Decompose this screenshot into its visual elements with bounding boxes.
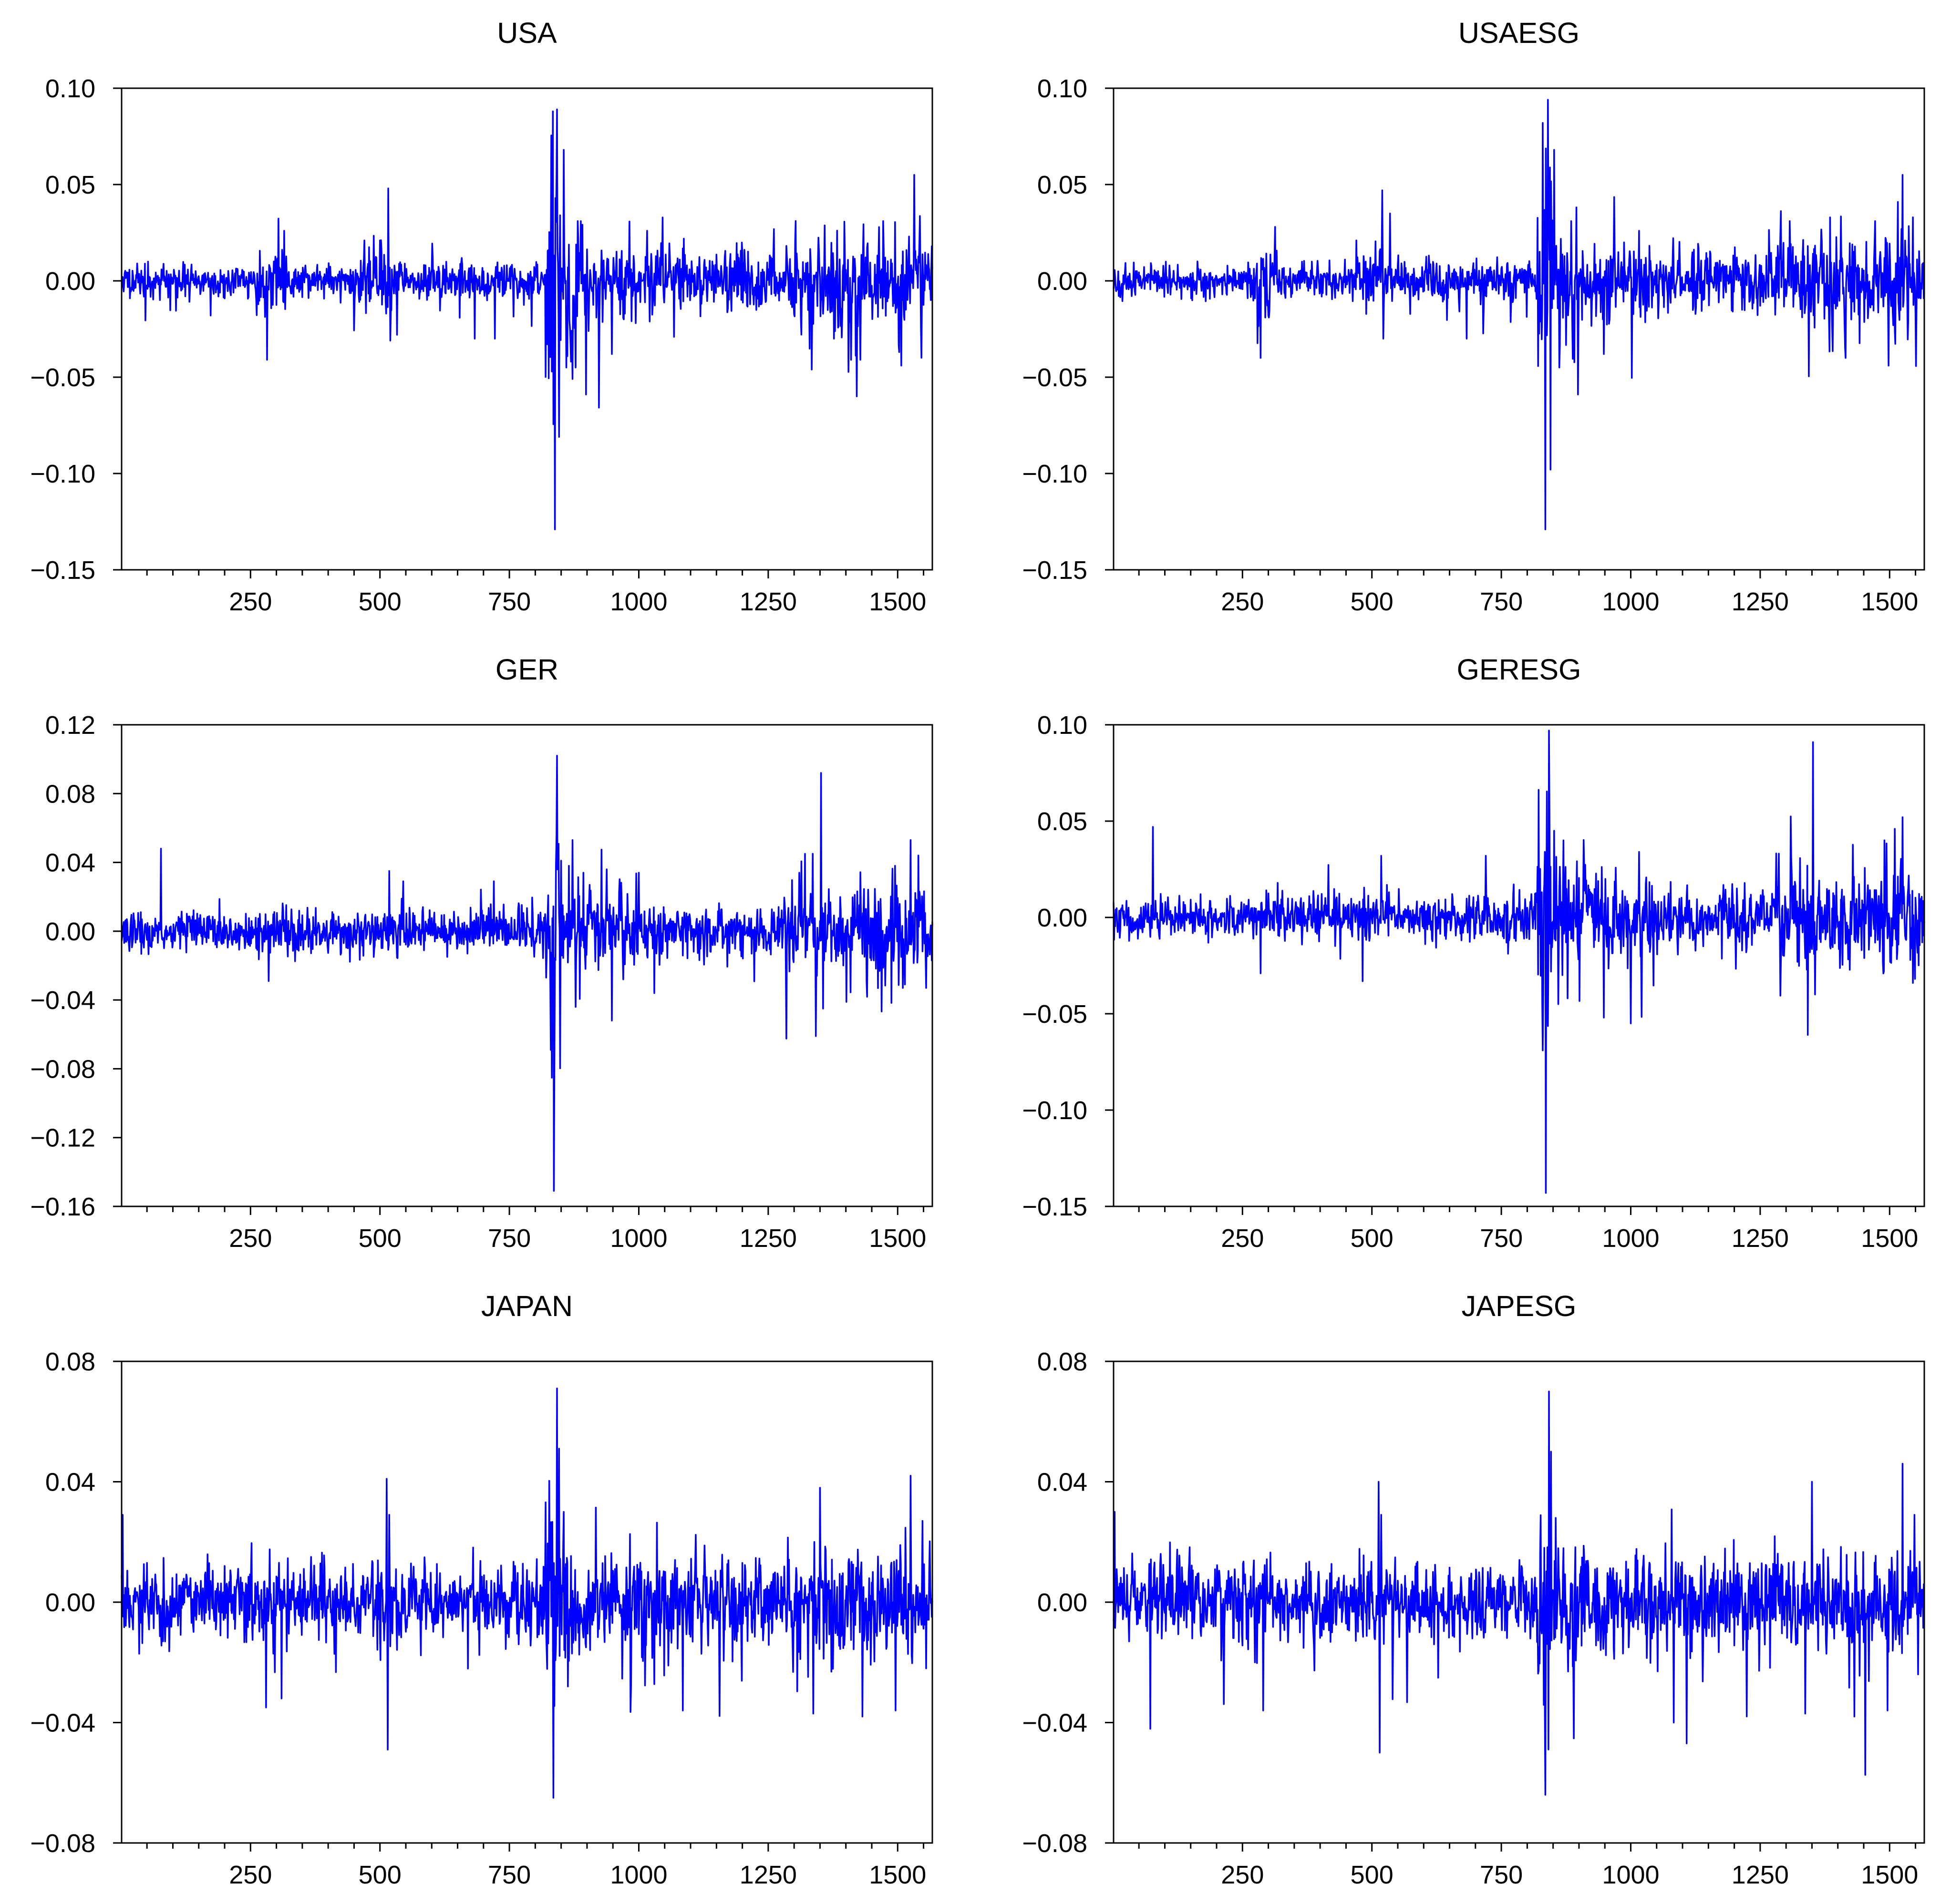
series-line [1113, 99, 1925, 530]
y-tick-label: −0.16 [30, 1193, 95, 1221]
x-tick-label: 750 [1480, 587, 1523, 616]
x-tick-label: 250 [229, 587, 272, 616]
y-tick-label: −0.05 [1022, 363, 1087, 392]
x-tick-label: 1500 [869, 1224, 926, 1253]
x-tick-label: 1500 [1861, 1224, 1918, 1253]
y-tick-label: −0.05 [1022, 1000, 1087, 1029]
x-tick-label: 1250 [1732, 1861, 1789, 1889]
x-tick-label: 250 [1221, 587, 1264, 616]
x-tick-label: 1000 [1602, 587, 1659, 616]
y-tick-label: 0.00 [1037, 904, 1087, 932]
x-tick-label: 750 [1480, 1224, 1523, 1253]
x-tick-label: 1500 [869, 1861, 926, 1889]
x-tick-label: 1250 [740, 1861, 797, 1889]
y-tick-label: 0.10 [1037, 74, 1087, 103]
x-tick-label: 1500 [1861, 587, 1918, 616]
y-tick-label: −0.04 [1022, 1709, 1087, 1738]
x-tick-label: 500 [1351, 1861, 1394, 1889]
y-tick-label: 0.04 [45, 1468, 95, 1497]
x-tick-label: 1500 [1861, 1861, 1918, 1889]
chart-panel-usaesg: USAESG 0.10 0.05 0.00 −0.05 −0.10 −0.15 250 500 7… [1022, 17, 1925, 616]
chart-title: GER [495, 653, 558, 686]
x-tick-label: 500 [1351, 1224, 1394, 1253]
series-line [121, 1388, 933, 1799]
y-tick-label: 0.05 [1037, 807, 1087, 836]
series-line [1113, 730, 1925, 1194]
y-tick-label: 0.10 [1037, 711, 1087, 740]
chart-title: USA [497, 17, 557, 49]
x-tick-label: 1250 [740, 1224, 797, 1253]
chart-panel-japan: JAPAN 0.08 0.04 0.00 −0.04 −0.08 250 500 750 1000… [30, 1290, 933, 1889]
y-tick-label: 0.00 [1037, 267, 1087, 296]
y-tick-label: 0.10 [45, 74, 95, 103]
x-tick-label: 1250 [740, 587, 797, 616]
x-tick-label: 500 [359, 1861, 402, 1889]
y-tick-label: −0.10 [1022, 460, 1087, 488]
x-tick-label: 250 [1221, 1861, 1264, 1889]
x-tick-label: 250 [229, 1224, 272, 1253]
y-tick-label: 0.08 [45, 1348, 95, 1376]
plot-frame [121, 87, 933, 571]
y-tick-label: −0.10 [30, 460, 95, 488]
chart-panel-ger: GER 0.12 0.08 0.04 0.00 −0.04 −0.08 −0.12 −0.16 2… [30, 653, 933, 1253]
x-tick-label: 1000 [1602, 1224, 1659, 1253]
x-tick-label: 250 [1221, 1224, 1264, 1253]
x-tick-label: 1000 [1602, 1861, 1659, 1889]
x-tick-label: 750 [488, 587, 531, 616]
y-tick-label: −0.05 [30, 363, 95, 392]
plot-frame [1113, 87, 1925, 571]
x-tick-label: 1500 [869, 587, 926, 616]
plot-frame [1113, 724, 1925, 1207]
y-tick-label: −0.08 [30, 1055, 95, 1083]
y-tick-label: −0.04 [30, 1709, 95, 1738]
y-tick-label: −0.08 [1022, 1829, 1087, 1858]
x-tick-label: 500 [359, 587, 402, 616]
x-tick-label: 500 [1351, 587, 1394, 616]
chart-panel-usa: USA 0.10 0.05 0.00 −0.05 −0.10 −0.15 250 500 750 1… [30, 17, 933, 616]
plot-frame [121, 724, 933, 1207]
x-tick-label: 750 [488, 1224, 531, 1253]
chart-title: GERESG [1456, 653, 1581, 686]
y-tick-label: −0.15 [30, 556, 95, 585]
x-tick-label: 1000 [610, 1224, 667, 1253]
chart-title: JAPESG [1462, 1290, 1577, 1322]
x-tick-label: 500 [359, 1224, 402, 1253]
y-tick-label: 0.05 [1037, 171, 1087, 199]
chart-panel-japesg: JAPESG 0.08 0.04 0.00 −0.04 −0.08 250 500 750 100… [1022, 1290, 1925, 1889]
chart-title: JAPAN [481, 1290, 573, 1322]
y-tick-label: 0.04 [45, 849, 95, 877]
y-tick-label: 0.00 [45, 1588, 95, 1617]
y-tick-label: 0.00 [45, 267, 95, 296]
x-tick-label: 750 [1480, 1861, 1523, 1889]
x-tick-label: 250 [229, 1861, 272, 1889]
x-tick-label: 750 [488, 1861, 531, 1889]
x-tick-label: 1000 [610, 587, 667, 616]
series-line [121, 108, 933, 530]
y-tick-label: 0.08 [1037, 1348, 1087, 1376]
series-line [1113, 1390, 1925, 1796]
y-tick-label: −0.08 [30, 1829, 95, 1858]
series-line [121, 755, 933, 1192]
x-tick-label: 1250 [1732, 1224, 1789, 1253]
y-tick-label: 0.00 [45, 917, 95, 946]
y-tick-label: 0.12 [45, 711, 95, 740]
y-tick-label: 0.05 [45, 171, 95, 199]
y-tick-label: −0.10 [1022, 1096, 1087, 1125]
y-tick-label: −0.12 [30, 1124, 95, 1153]
chart-panel-geresg: GERESG 0.10 0.05 0.00 −0.05 −0.10 −0.15 250 500 7… [1022, 653, 1925, 1253]
y-tick-label: −0.15 [1022, 556, 1087, 585]
y-tick-label: 0.08 [45, 780, 95, 808]
chart-title: USAESG [1458, 17, 1579, 49]
y-tick-label: 0.04 [1037, 1468, 1087, 1497]
y-tick-label: 0.00 [1037, 1588, 1087, 1617]
x-tick-label: 1250 [1732, 587, 1789, 616]
x-tick-label: 1000 [610, 1861, 667, 1889]
y-tick-label: −0.15 [1022, 1193, 1087, 1221]
y-tick-label: −0.04 [30, 986, 95, 1015]
